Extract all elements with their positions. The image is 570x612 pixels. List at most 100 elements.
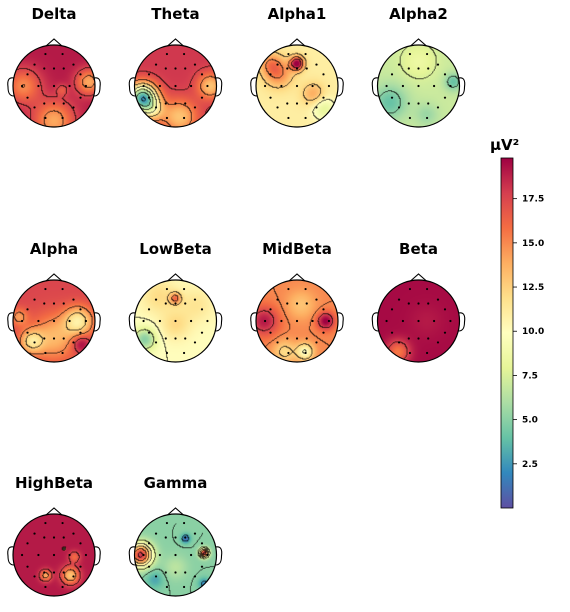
- sensor-dot: [263, 319, 267, 323]
- sensor-dot: [407, 102, 410, 105]
- panel-title: Alpha: [30, 240, 78, 258]
- left-ear-outline: [250, 312, 258, 332]
- sensor-dot: [26, 96, 29, 99]
- sensor-dot: [408, 351, 412, 355]
- sensor-dot: [165, 116, 169, 120]
- sensor-dot: [43, 337, 46, 340]
- panel-title: Theta: [151, 5, 199, 23]
- sensor-dot: [147, 565, 151, 568]
- sensor-dot: [182, 521, 186, 525]
- sensor-dot: [165, 585, 169, 589]
- sensor-dot: [174, 553, 177, 557]
- sensor-dot: [286, 337, 289, 340]
- sensor-dot: [200, 308, 204, 311]
- sensor-dot: [165, 521, 169, 525]
- nose-outline: [45, 507, 63, 516]
- sensor-dot: [20, 84, 24, 88]
- left-ear-outline: [7, 77, 15, 97]
- sensor-dot: [390, 308, 394, 311]
- sensor-dot: [269, 331, 272, 334]
- sensor-dot: [37, 319, 40, 323]
- sensor-dot: [407, 302, 410, 305]
- sensor-dot: [142, 84, 145, 88]
- sensor-dot: [280, 84, 283, 88]
- sensor-dot: [79, 565, 82, 568]
- topomap-panels: Delta Theta Alpha1 Alpha2 Alpha LowBeta MidBet…: [7, 5, 466, 597]
- sensor-dot: [43, 67, 46, 70]
- sensor-dot: [304, 116, 307, 120]
- sensor-dot: [184, 67, 187, 70]
- sensor-dot: [182, 52, 186, 56]
- sensor-dot: [425, 351, 429, 355]
- sensor-dot: [158, 319, 162, 323]
- sensor-dot: [33, 575, 36, 578]
- sensor-dot: [61, 585, 64, 589]
- sensor-dot: [408, 52, 412, 56]
- sensor-dot: [164, 67, 167, 70]
- panel-title: Delta: [31, 5, 76, 23]
- head-outline: [133, 44, 218, 128]
- head-outline: [255, 279, 339, 363]
- sensor-dot: [305, 67, 308, 70]
- panel-title: LowBeta: [139, 240, 212, 258]
- sensor-dot: [26, 542, 29, 545]
- sensor-dot: [189, 319, 193, 323]
- sensor-dot: [26, 308, 29, 311]
- topomap-beta: Beta: [371, 240, 466, 363]
- sensor-dot: [174, 302, 177, 305]
- right-ear-outline: [336, 312, 344, 332]
- panel-title: MidBeta: [262, 240, 332, 258]
- sensor-dot: [286, 67, 289, 70]
- sensor-dot: [182, 585, 186, 589]
- sensor-dot: [84, 84, 88, 88]
- sensor-dot: [61, 52, 64, 56]
- sensor-dot: [68, 553, 71, 557]
- sensor-dot: [26, 331, 29, 334]
- sensor-dot: [158, 84, 162, 88]
- topomap-alpha1: Alpha1: [250, 5, 344, 128]
- sensor-dot: [43, 571, 46, 574]
- sensor-dot: [327, 319, 331, 323]
- sensor-dot: [62, 102, 65, 105]
- sensor-dot: [154, 63, 158, 66]
- sensor-dot: [52, 319, 56, 323]
- sensor-dot: [174, 571, 177, 574]
- sensor-dot: [269, 73, 272, 76]
- sensor-dot: [72, 575, 75, 578]
- sensor-dot: [276, 341, 279, 344]
- sensor-dot: [436, 341, 440, 344]
- sensor-dot: [147, 73, 151, 76]
- sensor-dot: [425, 116, 429, 120]
- colorbar-label: µV²: [490, 136, 519, 154]
- sensor-dot: [443, 308, 447, 311]
- colorbar-tick-label: 5.0: [522, 416, 538, 426]
- colorbar: µV² 2.5 5.0 7.5 10.0 12.5 15.0 17.5: [490, 136, 544, 509]
- sensor-dot: [164, 337, 167, 340]
- sensor-dot: [417, 102, 420, 105]
- sensor-dot: [147, 542, 151, 545]
- sensor-dot: [33, 341, 36, 344]
- sensor-dot: [295, 102, 299, 105]
- sensor-dot: [33, 298, 36, 301]
- sensor-dot: [436, 63, 440, 66]
- sensor-dot: [276, 298, 279, 301]
- topomap-highbeta: HighBeta: [7, 474, 101, 597]
- sensor-dot: [397, 341, 401, 344]
- head-outline: [376, 44, 461, 128]
- sensor-dot: [154, 341, 158, 344]
- sensor-dot: [417, 337, 420, 340]
- sensor-dot: [154, 298, 158, 301]
- sensor-dot: [61, 351, 64, 355]
- sensor-dot: [449, 319, 452, 323]
- sensor-dot: [52, 536, 56, 539]
- sensor-dot: [287, 287, 290, 291]
- head-outline: [12, 44, 96, 128]
- head-outline: [133, 513, 218, 597]
- sensor-dot: [37, 84, 40, 88]
- topomap-lowbeta: LowBeta: [128, 240, 223, 363]
- sensor-dot: [295, 302, 299, 305]
- sensor-dot: [417, 319, 420, 323]
- sensor-dot: [147, 96, 151, 99]
- panel-title: Beta: [399, 240, 438, 258]
- sensor-dot: [43, 102, 46, 105]
